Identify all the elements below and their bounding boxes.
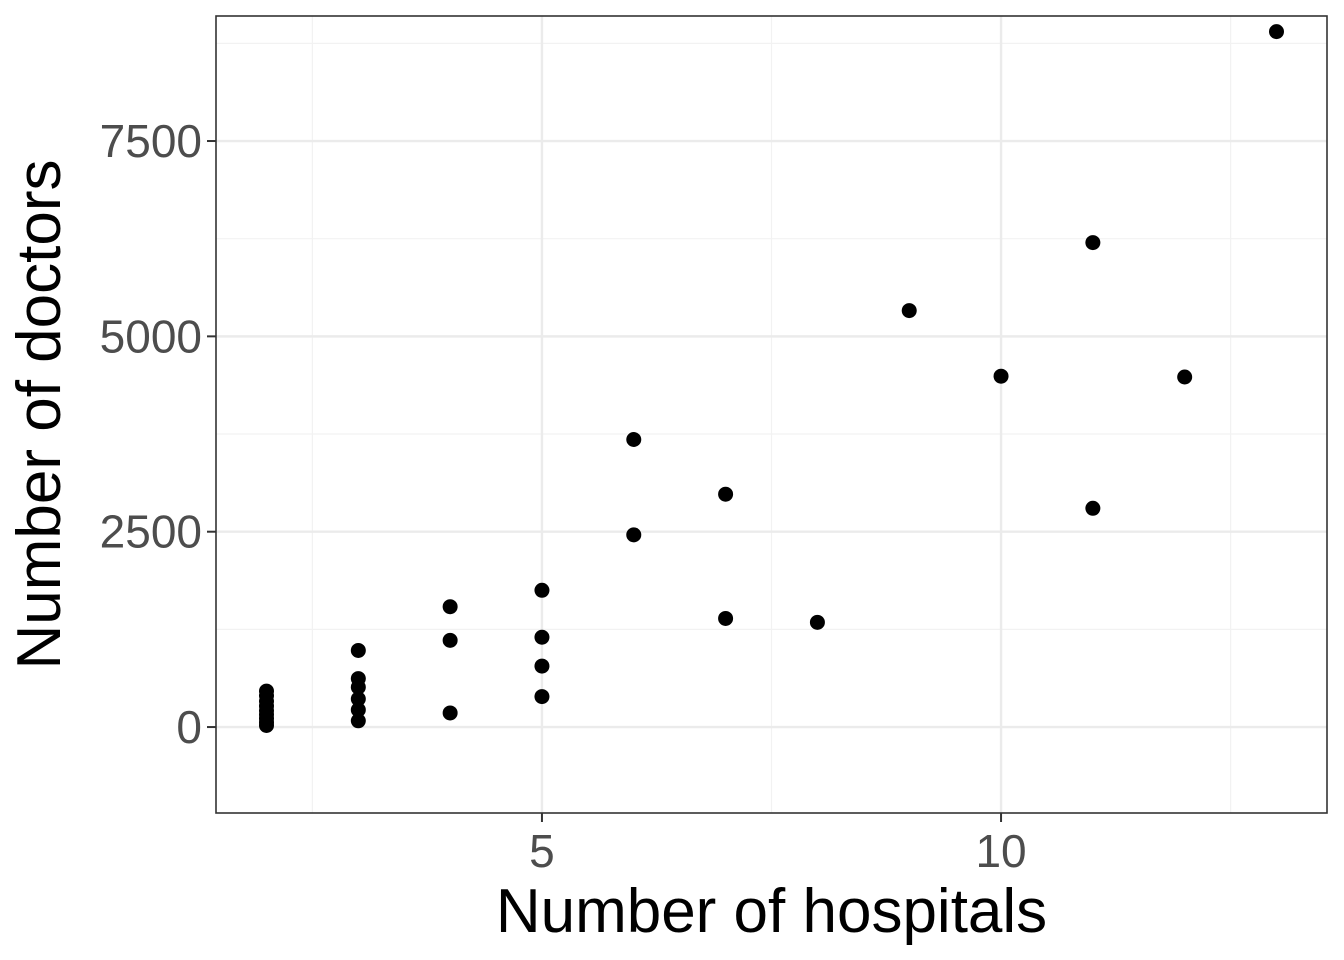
data-point bbox=[350, 642, 366, 658]
y-axis-ticks: 0 2500 5000 7500 bbox=[100, 115, 216, 753]
y-axis-title: Number of doctors bbox=[5, 160, 74, 670]
data-point bbox=[442, 599, 458, 615]
data-point bbox=[993, 368, 1009, 384]
data-point bbox=[350, 713, 366, 729]
data-point bbox=[1085, 500, 1101, 516]
data-point bbox=[259, 717, 274, 733]
y-tick-label: 7500 bbox=[100, 115, 202, 167]
data-point bbox=[350, 691, 366, 707]
data-point bbox=[718, 486, 734, 502]
y-tick-label: 2500 bbox=[100, 506, 202, 558]
data-point bbox=[626, 432, 642, 448]
data-point bbox=[534, 629, 550, 645]
data-points bbox=[259, 24, 1284, 733]
data-point bbox=[809, 614, 825, 630]
y-tick-label: 5000 bbox=[100, 310, 202, 362]
data-point bbox=[1177, 369, 1193, 385]
data-point bbox=[534, 582, 550, 598]
data-point bbox=[442, 705, 458, 721]
data-point bbox=[534, 658, 550, 674]
minor-gridlines bbox=[216, 16, 1327, 813]
data-point bbox=[718, 610, 734, 626]
x-axis-ticks: 5 10 bbox=[529, 813, 1027, 877]
data-point bbox=[1269, 24, 1284, 40]
x-tick-label: 10 bbox=[975, 825, 1026, 877]
data-point bbox=[350, 679, 366, 695]
data-point bbox=[626, 527, 642, 543]
data-point bbox=[1085, 235, 1101, 251]
plot-border bbox=[215, 15, 1328, 814]
y-tick-label: 0 bbox=[176, 701, 202, 753]
x-tick-label: 5 bbox=[529, 825, 555, 877]
data-point bbox=[350, 702, 366, 718]
data-point bbox=[442, 632, 458, 648]
data-point bbox=[901, 303, 917, 319]
data-point bbox=[534, 689, 550, 705]
major-gridlines bbox=[216, 16, 1327, 813]
x-axis-title: Number of hospitals bbox=[496, 877, 1047, 946]
